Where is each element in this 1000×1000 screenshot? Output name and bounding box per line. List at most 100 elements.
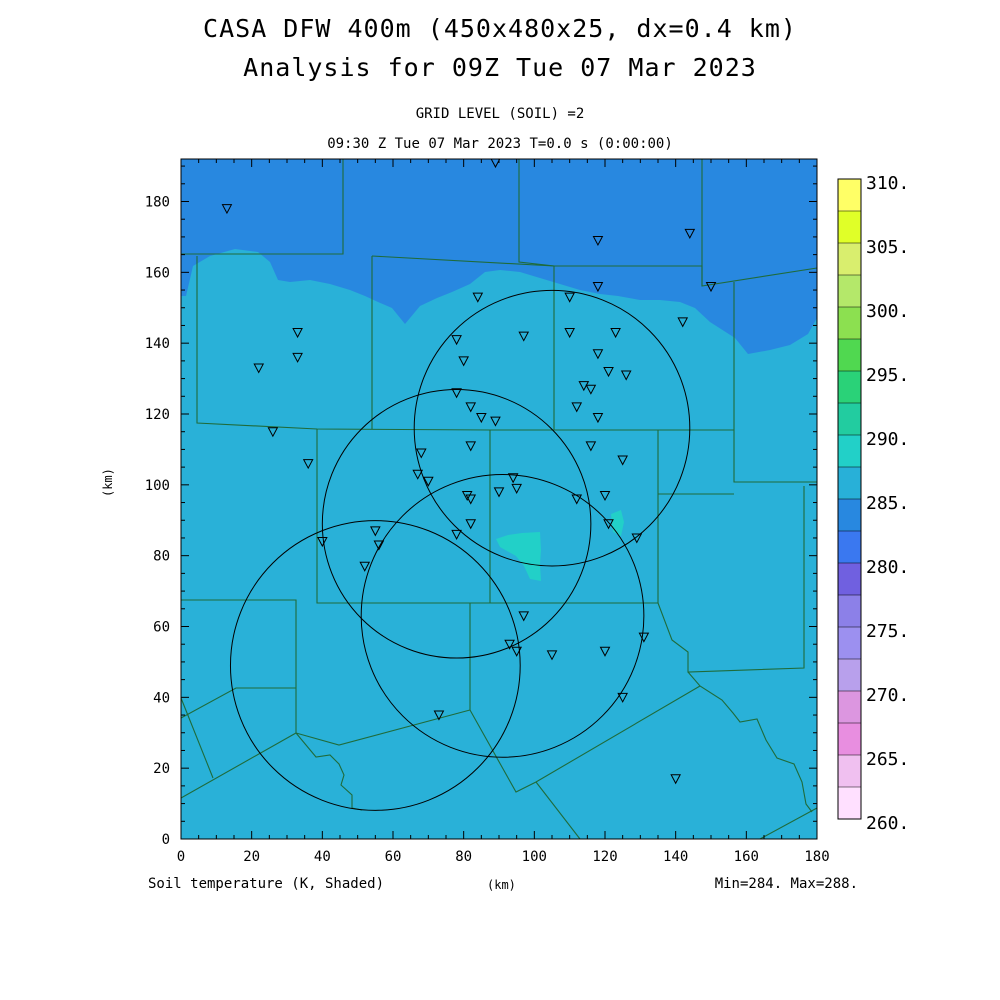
grid-level-label: GRID LEVEL (SOIL) =2 [415, 106, 585, 122]
station-marker [359, 561, 371, 572]
axes: 0 20 40 60 80 100 120 140 160 180 0 20 40 60 80 100 120 1… [145, 159, 830, 865]
x-tick-label: 0 [177, 849, 185, 865]
y-tick-label: 100 [145, 478, 170, 494]
x-tick-label: 80 [455, 849, 472, 865]
county-boundary [371, 255, 703, 286]
station-marker [564, 292, 575, 303]
x-tick-label: 180 [804, 849, 829, 865]
colorbar-label: 275. [866, 621, 909, 642]
x-axis-label: (km) [487, 878, 516, 892]
county-boundary [535, 781, 581, 839]
station-marker [571, 494, 583, 505]
station-marker [458, 356, 469, 367]
colorbar-swatch [838, 307, 861, 340]
station-marker [546, 650, 558, 661]
radar-range-ring [229, 520, 521, 811]
station-marker [451, 335, 462, 346]
county-boundary [687, 671, 813, 813]
station-marker [705, 282, 717, 293]
colorbar-swatch [838, 371, 861, 404]
station-marker [571, 402, 583, 413]
colorbar-label: 285. [866, 493, 909, 514]
station-marker [603, 519, 614, 530]
station-marker [415, 448, 427, 459]
colorbar-swatch [838, 403, 861, 436]
county-boundary [518, 159, 555, 430]
field-region-warm [496, 532, 541, 581]
colorbar: 310. 305. 300. 295. 290. 285. 280. 275. 270. 265.… [837, 173, 909, 834]
county-boundary [316, 429, 658, 604]
station-marker [631, 533, 643, 544]
valid-time-label: 09:30 Z Tue 07 Mar 2023 T=0.0 s (0:00:00… [327, 136, 673, 152]
station-marker [465, 441, 477, 452]
y-tick-label: 80 [153, 549, 170, 565]
colorbar-swatch [838, 723, 861, 756]
station-marker [504, 639, 515, 650]
station-marker [620, 370, 632, 381]
colorbar-label: 300. [866, 301, 909, 322]
station-marker [670, 774, 681, 785]
colorbar-swatch [838, 211, 861, 244]
station-marker [221, 204, 233, 215]
county-boundary [196, 256, 734, 431]
y-tick-label: 120 [145, 407, 170, 423]
station-marker [592, 282, 604, 293]
county-boundary [657, 486, 805, 673]
y-tick-label: 0 [162, 832, 170, 848]
station-marker [461, 490, 473, 502]
radar-range-rings [229, 289, 691, 811]
colorbar-label: 280. [866, 557, 909, 578]
y-axis-label: (km) [101, 468, 115, 497]
station-marker [292, 352, 303, 363]
station-marker [302, 459, 314, 470]
station-marker [423, 476, 434, 487]
station-marker [292, 328, 303, 339]
station-marker [472, 292, 484, 303]
colorbar-label: 290. [866, 429, 909, 450]
y-tick-label: 40 [153, 690, 170, 706]
x-tick-label: 20 [243, 849, 260, 865]
colorbar-swatch [838, 563, 861, 596]
y-tick-label: 20 [153, 761, 170, 777]
colorbar-frame [837, 178, 862, 820]
county-boundary [733, 282, 817, 483]
colorbar-swatch [838, 755, 861, 788]
station-marker [511, 646, 522, 657]
station-marker [465, 519, 477, 530]
county-boundary [181, 159, 344, 255]
county-boundaries [181, 159, 817, 839]
station-marker [253, 363, 265, 374]
colorbar-label: 270. [866, 685, 909, 706]
station-marker [433, 710, 445, 721]
station-marker [585, 441, 597, 452]
station-marker [518, 611, 530, 622]
station-marker [518, 331, 530, 342]
station-marker [507, 473, 519, 484]
y-tick-label: 160 [145, 265, 170, 281]
x-tick-label: 60 [385, 849, 402, 865]
radar-range-ring [321, 389, 592, 659]
station-marker [603, 367, 614, 378]
station-marker [465, 494, 477, 505]
colorbar-swatch [838, 243, 861, 276]
colorbar-label: 260. [866, 813, 909, 834]
station-marker [592, 235, 604, 247]
station-marker [585, 384, 597, 395]
colorbar-swatch [838, 499, 861, 532]
chart-title-line1: CASA DFW 400m (450x480x25, dx=0.4 km) [203, 14, 797, 43]
colorbar-swatch [838, 531, 861, 564]
radar-range-ring [413, 289, 691, 567]
station-marker [638, 632, 650, 643]
field-description: Soil temperature (K, Shaded) [148, 876, 385, 892]
colorbar-swatch [838, 435, 861, 468]
station-marker [617, 455, 628, 466]
station-marker [451, 388, 462, 399]
station-marker [317, 537, 328, 548]
station-marker [267, 427, 279, 438]
station-marker [677, 317, 689, 328]
station-marker [476, 413, 487, 424]
station-marker [490, 159, 501, 169]
station-marker [370, 526, 381, 537]
station-marker [451, 529, 462, 540]
